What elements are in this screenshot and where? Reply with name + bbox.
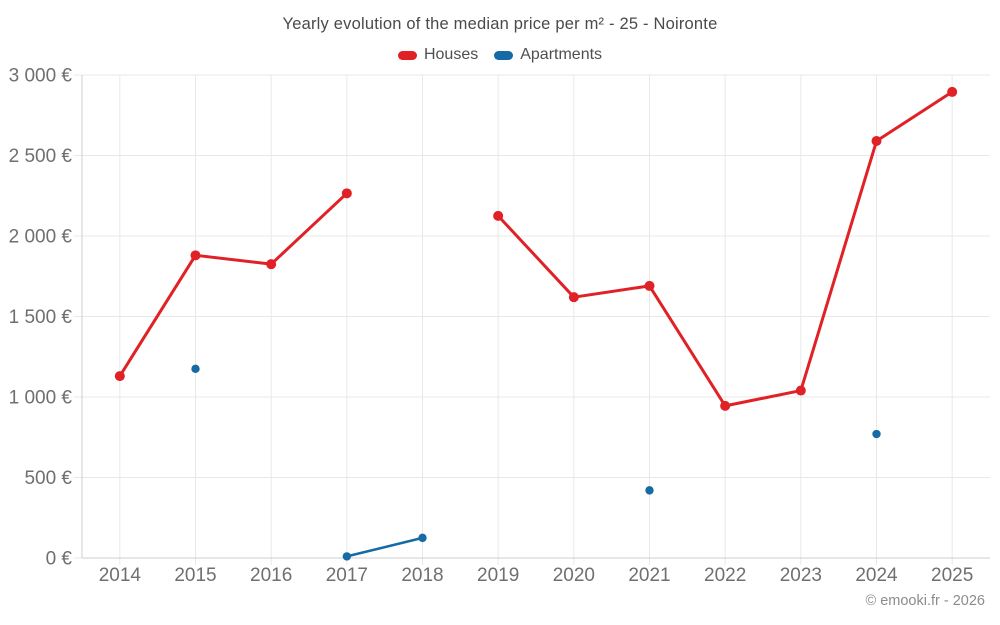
x-axis-label: 2020: [553, 565, 595, 586]
x-axis-label: 2025: [931, 565, 973, 586]
legend-item-houses[interactable]: Houses: [397, 46, 479, 64]
x-axis-label: 2014: [99, 565, 142, 586]
y-axis-label: 1 500 €: [9, 307, 73, 328]
legend-swatch-apartments: [494, 50, 514, 60]
y-axis-label: 500 €: [24, 468, 72, 489]
y-axis-label: 2 000 €: [9, 227, 73, 248]
x-axis-label: 2018: [401, 565, 443, 586]
houses-point-2022[interactable]: [720, 400, 731, 411]
credits-label: © emooki.fr - 2026: [865, 593, 985, 609]
x-axis-label: 2016: [250, 565, 292, 586]
x-axis-label: 2023: [780, 565, 822, 586]
houses-point-2025[interactable]: [947, 86, 958, 97]
y-axis-label: 1 000 €: [9, 388, 73, 409]
x-axis-label: 2017: [326, 565, 368, 586]
houses-point-2024[interactable]: [871, 136, 882, 147]
y-axis-label: 0 €: [46, 549, 73, 570]
x-axis-label: 2022: [704, 565, 746, 586]
legend-label: Apartments: [520, 46, 603, 63]
apartments-point-2015[interactable]: [191, 364, 200, 374]
chart-title: Yearly evolution of the median price per…: [282, 15, 718, 33]
houses-point-2020[interactable]: [568, 292, 579, 303]
legend: Houses Apartments: [0, 46, 1000, 64]
x-axis-label: 2015: [174, 565, 216, 586]
houses-point-2019[interactable]: [493, 210, 504, 221]
houses-line-segment: [118, 191, 349, 378]
y-axis-label: 3 000 €: [9, 66, 73, 87]
apartments-point-2017[interactable]: [342, 552, 352, 561]
apartments-point-2024[interactable]: [872, 429, 881, 439]
legend-label: Houses: [423, 46, 479, 63]
houses-point-2014[interactable]: [114, 371, 125, 382]
houses-point-2023[interactable]: [795, 385, 806, 396]
apartments-point-2018[interactable]: [418, 533, 427, 543]
x-axis-label: 2021: [628, 565, 670, 586]
houses-point-2021[interactable]: [644, 280, 655, 291]
houses-point-2015[interactable]: [190, 250, 201, 261]
legend-item-apartments[interactable]: Apartments: [494, 46, 602, 64]
y-axis-label: 2 500 €: [9, 146, 73, 167]
houses-point-2016[interactable]: [266, 259, 277, 270]
apartments-line-segment: [345, 536, 424, 558]
houses-point-2017[interactable]: [341, 188, 352, 199]
x-axis-label: 2024: [855, 565, 898, 586]
apartments-point-2021[interactable]: [645, 486, 654, 495]
legend-swatch-houses: [397, 50, 417, 60]
x-axis-label: 2019: [477, 565, 519, 586]
